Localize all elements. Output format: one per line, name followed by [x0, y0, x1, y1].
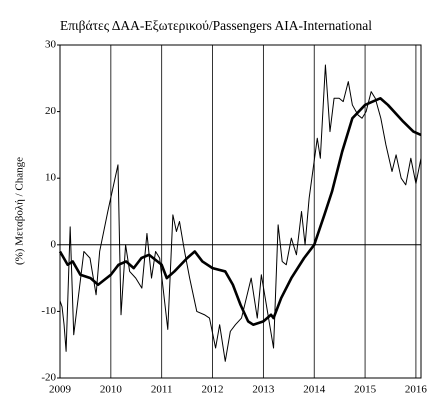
- chart-title: Επιβάτες ΔΑΑ-Εξωτερικού/Passengers AIA-I…: [60, 18, 372, 33]
- x-tick-label: 2012: [202, 384, 224, 396]
- x-tick-label: 2016: [405, 384, 427, 396]
- y-tick-label: 20: [45, 105, 57, 117]
- y-tick-label: -20: [41, 372, 56, 384]
- series-line: [58, 96, 422, 327]
- x-tick-label: 2014: [303, 384, 326, 396]
- y-tick-label: 0: [51, 238, 57, 250]
- y-tick-label: -10: [41, 305, 56, 317]
- series-line: [59, 64, 422, 362]
- y-axis-label: (%) Μεταβολή / Change: [14, 157, 26, 265]
- y-tick-label: 30: [45, 39, 57, 51]
- x-tick-label: 2009: [49, 384, 72, 396]
- x-tick-label: 2010: [100, 384, 123, 396]
- x-tick-label: 2013: [252, 384, 275, 396]
- x-tick-label: 2015: [354, 384, 377, 396]
- x-tick-label: 2011: [151, 384, 173, 396]
- y-tick-label: 10: [45, 172, 57, 184]
- plot-frame: [59, 44, 422, 379]
